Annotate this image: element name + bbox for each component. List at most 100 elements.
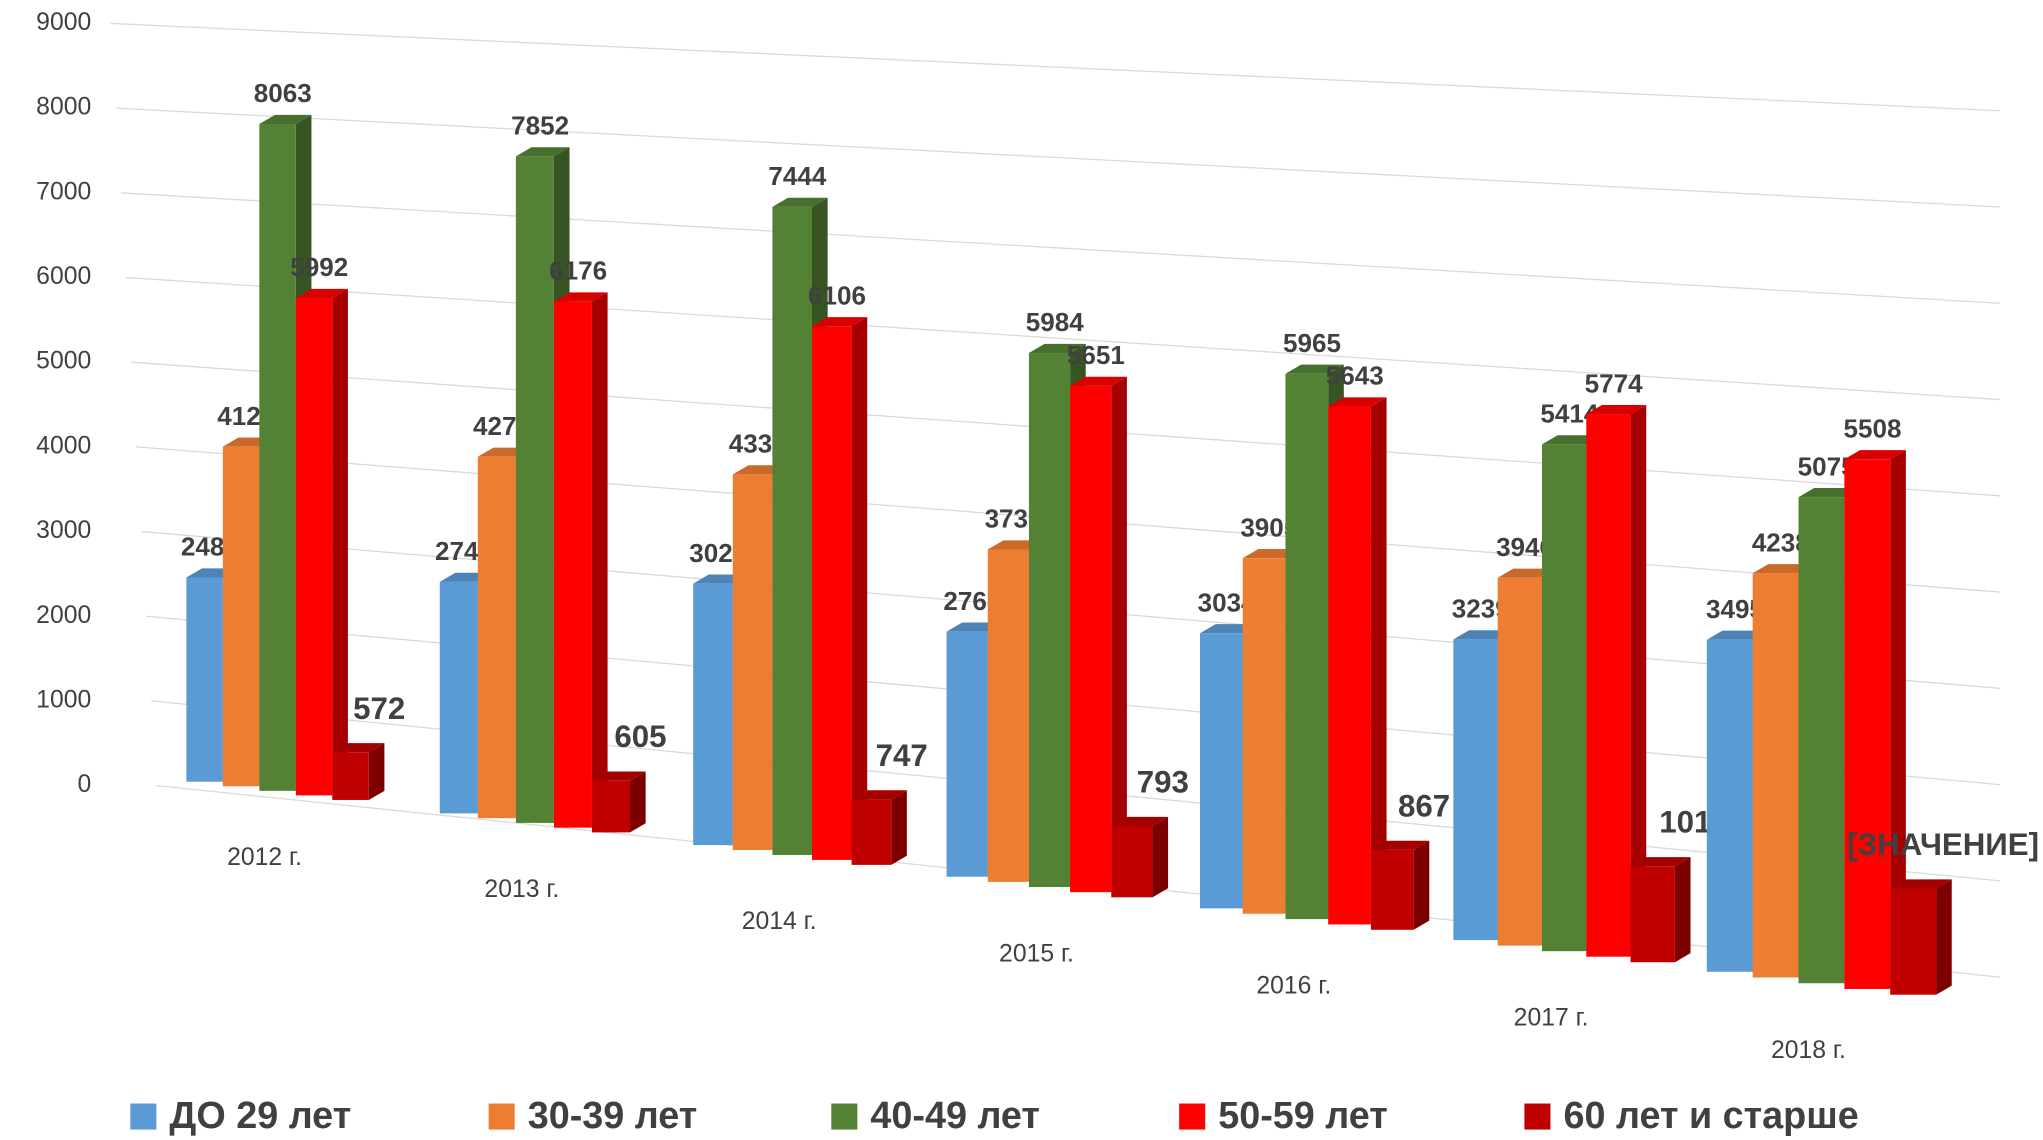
bar-side	[1370, 397, 1387, 925]
bar	[1586, 404, 1647, 957]
bar-front	[851, 799, 892, 865]
bar-top	[295, 288, 348, 298]
bar-top	[1070, 376, 1127, 386]
value-label: 6176	[549, 256, 607, 286]
bar	[332, 743, 385, 800]
bar	[812, 317, 868, 860]
bar	[1370, 840, 1430, 930]
bar-top	[515, 147, 570, 157]
bar-front	[732, 474, 773, 851]
bar-front	[1890, 888, 1937, 995]
grid-line	[125, 276, 2000, 401]
value-label: 6106	[808, 280, 866, 310]
bar-front	[772, 206, 813, 855]
x-tick-label: 2017 г.	[1514, 1005, 1589, 1032]
value-label: 5992	[290, 252, 348, 282]
bar-top	[851, 790, 907, 800]
grid-line	[120, 192, 2000, 304]
y-tick-label: 3000	[36, 517, 91, 544]
value-label: 8063	[254, 78, 312, 108]
bar-top	[591, 771, 646, 781]
y-tick-label: 6000	[36, 263, 91, 290]
bar-front	[1586, 414, 1631, 957]
bar-side	[629, 771, 646, 833]
bar	[1111, 816, 1169, 898]
bar-front	[332, 752, 369, 800]
bar-top	[1890, 879, 1952, 889]
bar-side	[891, 790, 907, 865]
bar-front	[259, 124, 296, 791]
bar-front	[1285, 373, 1329, 920]
bar	[1844, 450, 1906, 989]
bar-front	[1752, 573, 1799, 978]
grid-line	[110, 22, 2000, 112]
bar-front	[1028, 353, 1071, 888]
bar-side	[368, 743, 385, 800]
bar-front	[1541, 444, 1587, 952]
bar-front	[1370, 849, 1414, 930]
bar-side	[851, 317, 868, 860]
bar-side	[1111, 376, 1127, 893]
value-label: 5508	[1844, 413, 1902, 443]
bar-front	[946, 631, 988, 877]
bar-front	[1453, 639, 1498, 941]
y-tick-label: 8000	[36, 94, 91, 121]
legend-label: 50-59 лет	[1218, 1095, 1388, 1137]
bar-top	[812, 317, 868, 327]
value-label: 605	[614, 719, 666, 754]
bar-front	[987, 549, 1029, 882]
bar-side	[332, 288, 348, 796]
bar-top	[1328, 397, 1387, 407]
legend-swatch	[130, 1103, 157, 1130]
bar	[1890, 879, 1952, 995]
bar-side	[1890, 450, 1906, 989]
x-tick-label: 2018 г.	[1771, 1037, 1846, 1064]
x-tick-label: 2015 г.	[999, 940, 1074, 967]
bar	[591, 771, 646, 833]
x-tick-label: 2013 г.	[484, 876, 559, 903]
value-label: 5643	[1326, 361, 1384, 391]
value-label: 793	[1137, 765, 1189, 800]
bar	[851, 790, 907, 865]
bar	[553, 292, 608, 828]
bar-top	[332, 743, 385, 753]
bar-side	[1674, 857, 1691, 963]
bar-front	[1328, 406, 1371, 925]
bar-front	[439, 581, 478, 814]
bar-front	[1497, 577, 1542, 946]
bar	[1328, 397, 1387, 925]
bar-top	[1111, 816, 1169, 827]
value-label: 867	[1398, 788, 1450, 823]
value-label: 5965	[1283, 328, 1341, 358]
bar-front	[553, 301, 592, 828]
bar-top	[259, 114, 312, 125]
bar-front	[1111, 826, 1153, 898]
y-tick-label: 1000	[36, 686, 91, 713]
y-tick-label: 4000	[36, 432, 91, 459]
y-tick-label: 9000	[36, 9, 91, 36]
bar-top	[1285, 364, 1344, 374]
bar-top	[1844, 450, 1906, 460]
legend-label: 30-39 лет	[528, 1095, 698, 1137]
legend-swatch	[1179, 1103, 1206, 1130]
bar-front	[186, 577, 223, 782]
value-label: 747	[876, 738, 928, 773]
y-tick-label: 2000	[36, 602, 91, 629]
bar-top	[772, 197, 828, 207]
value-label: 7444	[768, 161, 826, 191]
bar-side	[1152, 816, 1169, 898]
value-label: [ЗНАЧЕНИЕ]	[1847, 827, 2039, 862]
legend-label: 60 лет и старше	[1563, 1095, 1858, 1137]
bar-front	[591, 780, 630, 833]
value-label: 5984	[1026, 307, 1084, 337]
legend-swatch	[831, 1103, 858, 1130]
bar	[295, 288, 348, 796]
bar-front	[1798, 497, 1845, 984]
value-label: 572	[353, 691, 405, 726]
bar-front	[812, 326, 852, 860]
bar-front	[1630, 866, 1675, 963]
bar	[1070, 376, 1127, 893]
bar-side	[1630, 404, 1647, 957]
